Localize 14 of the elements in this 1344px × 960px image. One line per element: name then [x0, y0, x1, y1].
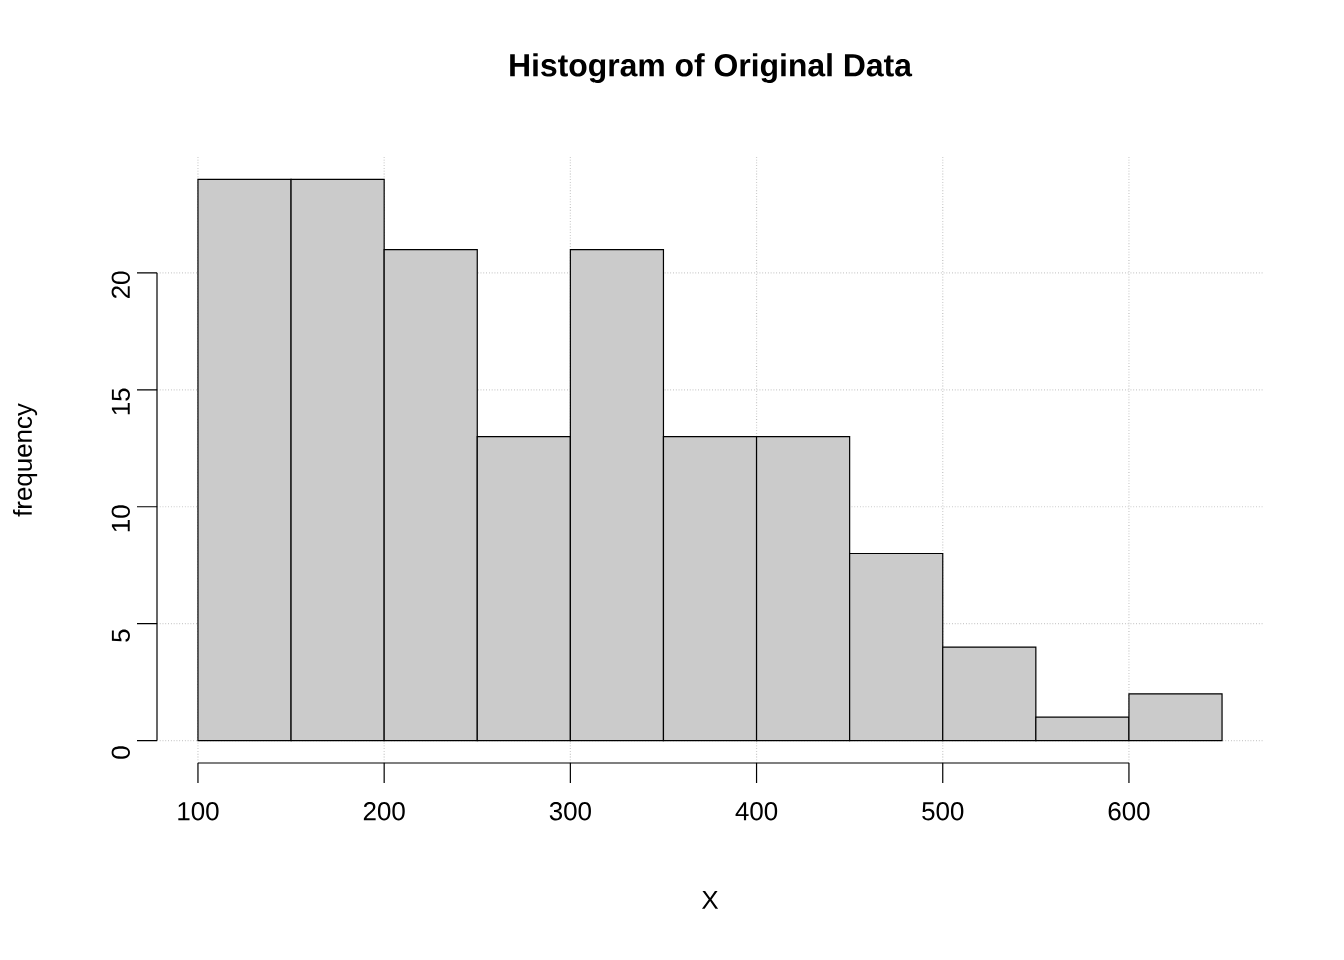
x-tick-label: 400: [735, 802, 778, 821]
x-axis-title: X: [701, 891, 719, 909]
y-tick-label: 20: [111, 271, 130, 299]
chart-title: Histogram of Original Data: [510, 53, 913, 83]
y-tick-label: 5: [111, 629, 130, 642]
y-tick-label: 10: [111, 505, 130, 532]
y-axis-title: frequency: [13, 403, 38, 517]
y-tick-label: 0: [111, 746, 130, 759]
x-tick-label: 100: [178, 802, 219, 821]
x-tick-label: 200: [363, 802, 405, 821]
x-tick-label: 300: [549, 802, 591, 821]
y-tick-label: 15: [111, 388, 130, 415]
x-tick-label: 600: [1108, 802, 1150, 821]
x-tick-label: 500: [922, 802, 964, 821]
